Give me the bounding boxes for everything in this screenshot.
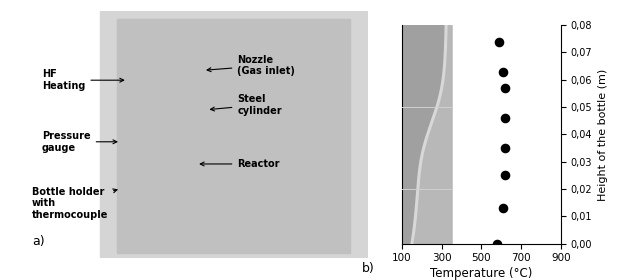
Point <box>500 173 510 178</box>
Point <box>494 39 504 44</box>
Text: Bottle holder
with
thermocouple: Bottle holder with thermocouple <box>32 187 117 220</box>
Text: Reactor: Reactor <box>200 159 280 169</box>
X-axis label: Temperature (°C): Temperature (°C) <box>430 267 533 280</box>
Point <box>498 206 508 210</box>
Point <box>500 116 510 120</box>
Text: a): a) <box>32 235 44 248</box>
Text: b): b) <box>362 262 375 275</box>
Text: HF
Heating: HF Heating <box>42 69 124 91</box>
Text: Steel
cylinder: Steel cylinder <box>211 94 282 116</box>
Point <box>500 86 510 90</box>
Point <box>500 146 510 150</box>
Text: Pressure
gauge: Pressure gauge <box>42 131 117 153</box>
Bar <box>118 18 351 253</box>
Y-axis label: Height of the bottle (m): Height of the bottle (m) <box>597 68 607 200</box>
Text: Nozzle
(Gas inlet): Nozzle (Gas inlet) <box>207 55 295 76</box>
Point <box>492 241 502 246</box>
Point <box>498 69 508 74</box>
Bar <box>100 11 368 258</box>
